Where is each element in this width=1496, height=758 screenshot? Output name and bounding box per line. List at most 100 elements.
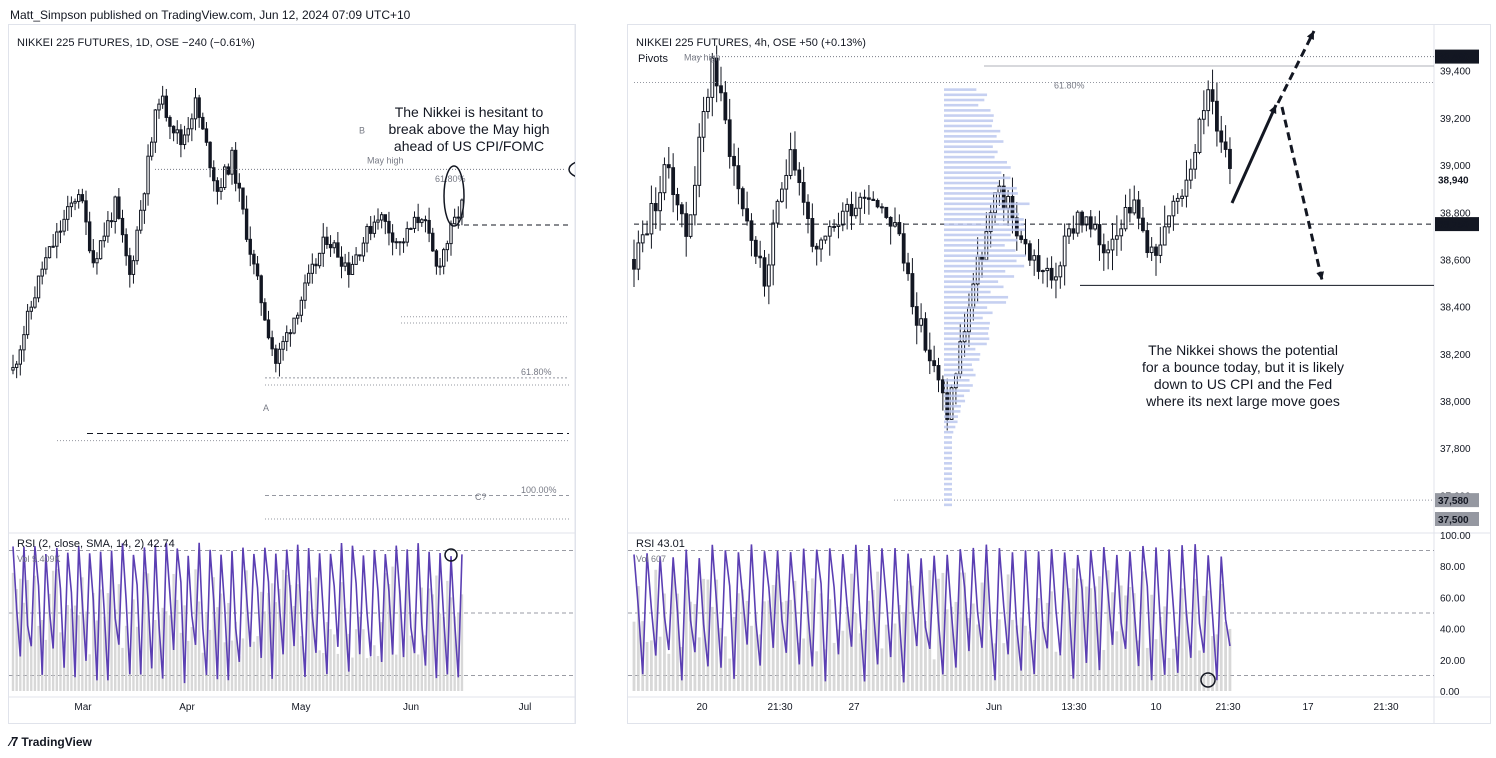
candle-body — [784, 174, 789, 190]
h4-chart-svg[interactable]: 39,400 39,200 39,000 38,800 38,600 38,400 38,2… — [628, 25, 1490, 723]
volume-profile-bar — [944, 129, 1001, 133]
volume-bar — [270, 583, 274, 691]
candle-body — [693, 184, 697, 216]
breakout-arrow-head — [1306, 31, 1314, 40]
candle-body — [923, 318, 928, 351]
volume-bar — [33, 575, 37, 691]
tradingview-logo-text: TradingView — [21, 734, 92, 749]
candle-body — [1049, 267, 1054, 281]
volume-bar — [1119, 585, 1123, 691]
candle-body — [740, 188, 745, 210]
daily-chart-panel[interactable]: 41,20040,80040,40040,00039,60039,20038,8… — [8, 24, 576, 724]
candle-body — [98, 240, 103, 260]
candle-body — [58, 230, 63, 233]
volume-bar — [871, 589, 875, 691]
volume-bar — [763, 601, 766, 691]
volume-bar — [176, 599, 179, 691]
volume-bar — [165, 611, 168, 691]
time-tick-label: Apr — [179, 702, 195, 713]
candle-body — [653, 203, 658, 212]
volume-bar — [754, 614, 758, 691]
volume-profile-bar — [944, 425, 956, 429]
volume-bar — [1076, 578, 1080, 691]
volume-bar — [427, 588, 431, 691]
volume-profile-bar — [944, 269, 1006, 273]
volume-bar — [223, 642, 226, 691]
volume-profile-bar — [944, 88, 977, 91]
volume-profile-bar — [944, 140, 1004, 143]
candle-body — [135, 229, 139, 262]
volume-bar — [1085, 586, 1088, 691]
candle-body — [1167, 215, 1171, 228]
candle-body — [1071, 228, 1076, 234]
volume-bar — [928, 570, 932, 691]
volume-profile-bar — [944, 186, 1017, 190]
time-tick-label: Jun — [403, 702, 419, 713]
volume-profile-bar — [944, 311, 993, 315]
volume-bar — [289, 585, 292, 691]
daily-chart-svg[interactable]: 41,20040,80040,40040,00039,60039,20038,8… — [9, 25, 575, 723]
candle-body — [906, 262, 910, 275]
volume-bar — [420, 587, 423, 691]
tradingview-logo-icon: ⁄7 — [10, 734, 18, 749]
candle-body — [1075, 211, 1080, 234]
candle-body — [69, 202, 74, 208]
candle-body — [788, 149, 793, 176]
candle-body — [157, 103, 161, 111]
candle-body — [1067, 228, 1071, 237]
volume-bar — [391, 566, 394, 691]
candle-body — [223, 166, 227, 189]
volume-bar — [897, 605, 901, 691]
volume-bar — [958, 572, 962, 691]
candle-body — [62, 218, 66, 232]
candle-body — [962, 331, 967, 343]
candle-body — [806, 201, 810, 220]
volume-bar — [1067, 588, 1071, 691]
candle-body — [823, 235, 828, 241]
volume-bar — [121, 647, 124, 691]
candle-body — [285, 332, 289, 342]
volume-bar — [70, 608, 73, 691]
volume-bar — [671, 566, 675, 691]
volume-bar — [212, 577, 215, 691]
volume-bar — [1115, 631, 1119, 691]
commentary-line: for a bounce today, but it is likely — [1142, 359, 1344, 375]
volume-bar — [745, 600, 749, 691]
h4-chart-panel[interactable]: 39,400 39,200 39,000 38,800 38,600 38,400 38,2… — [627, 24, 1491, 724]
candle-body — [274, 348, 278, 364]
candle-body — [255, 263, 260, 277]
candle-body — [427, 219, 431, 234]
candle-body — [1145, 230, 1150, 254]
rsi-label: RSI 43.01 — [636, 538, 685, 550]
volume-bar — [296, 584, 299, 691]
candle-body — [1175, 197, 1180, 202]
volume-bar — [285, 574, 288, 691]
candle-body — [1114, 235, 1119, 240]
candle-body — [91, 250, 95, 264]
volume-bar — [1024, 625, 1027, 691]
may-high-label: May high — [367, 155, 404, 165]
candle-body — [688, 214, 693, 237]
volume-label: Vol 9.409K — [17, 554, 61, 564]
volume-bar — [278, 588, 281, 691]
volume-bar — [967, 618, 971, 691]
volume-bar — [322, 652, 325, 691]
candle-body — [248, 238, 252, 255]
candle-body — [1188, 168, 1193, 181]
candle-body — [645, 233, 649, 236]
rsi-line — [633, 544, 1231, 683]
candle-body — [277, 348, 282, 364]
price-tick-label: 39,000 — [1440, 161, 1471, 172]
volume-bar — [340, 582, 343, 691]
candle-body — [745, 208, 749, 222]
volume-bar — [1080, 579, 1084, 691]
may-high-label: May high — [684, 53, 721, 63]
volume-bar — [1193, 578, 1197, 691]
tradingview-footer[interactable]: ⁄7 TradingView — [10, 734, 92, 749]
candle-body — [914, 306, 919, 326]
candle-body — [849, 203, 854, 217]
candle-body — [445, 243, 450, 251]
candle-body — [1014, 217, 1019, 237]
breakout-arrow-shaft — [1276, 30, 1316, 104]
volume-bar — [1063, 566, 1067, 691]
